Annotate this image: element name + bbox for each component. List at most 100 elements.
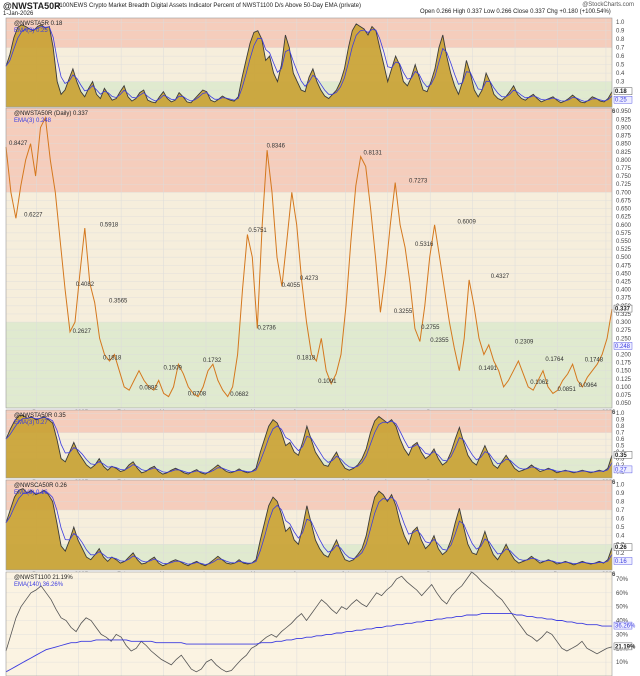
ema-line — [5, 613, 612, 673]
ema-value-tag — [613, 621, 633, 630]
ema-value-label: 0.25 — [615, 98, 627, 104]
ema-line — [5, 417, 613, 474]
last-value-label: 0.337 — [615, 307, 631, 313]
data-label: 0.4082 — [76, 282, 95, 288]
y-tick-label: 0.150 — [616, 369, 632, 375]
data-label: 0.4055 — [282, 283, 301, 289]
band-red — [6, 480, 612, 510]
y-tick-label: 0.4 — [616, 534, 625, 540]
data-label: 0.8427 — [9, 141, 28, 147]
y-tick-label: 0.075 — [616, 393, 632, 399]
y-tick-label: 0.500 — [616, 255, 632, 261]
data-label: 0.8346 — [267, 144, 286, 150]
y-tick-label: 40% — [616, 619, 629, 625]
y-tick-label: 0.600 — [616, 223, 632, 229]
y-tick-label: 1.0 — [616, 482, 625, 488]
data-label: 0.1509 — [164, 365, 183, 371]
y-tick-label: 0.675 — [616, 198, 632, 204]
last-value-tag — [613, 451, 633, 459]
quote-summary: Open 0.266 High 0.337 Low 0.266 Close 0.… — [420, 9, 611, 15]
legend-entry: @NWSTA50R 0.35 — [14, 413, 66, 419]
y-tick-label: 1.0 — [616, 20, 625, 26]
data-label: 0.6227 — [24, 212, 43, 218]
legend-entry: EMA(3) 0.16 — [14, 490, 48, 496]
legend-entry: EMA(140) 36.26% — [14, 582, 64, 588]
last-value-label: 0.18 — [615, 89, 627, 95]
y-tick-label: 0.7 — [616, 508, 625, 514]
y-tick-label: 0.5 — [616, 444, 625, 450]
ema-value-label: 0.248 — [615, 344, 631, 350]
last-value-tag — [613, 642, 633, 651]
y-tick-label: 0.9 — [616, 491, 625, 497]
y-tick-label: 0.900 — [616, 125, 632, 131]
data-label: 0.0708 — [188, 391, 207, 397]
y-tick-label: 0.525 — [616, 247, 632, 253]
y-tick-label: 0.725 — [616, 182, 632, 188]
data-label: 0.1748 — [585, 358, 604, 364]
y-tick-label: 0.6 — [616, 54, 625, 60]
last-value-tag — [613, 543, 633, 551]
series-line — [5, 115, 613, 398]
y-tick-label: 0.8 — [616, 424, 625, 430]
data-label: 0.0964 — [579, 383, 598, 389]
y-tick-label: 0.475 — [616, 263, 632, 269]
y-tick-label: 0.2 — [616, 551, 625, 557]
y-tick-label: 0.100 — [616, 385, 632, 391]
y-tick-label: 30% — [616, 632, 629, 638]
y-tick-label: 0.550 — [616, 239, 632, 245]
y-tick-label: 0.5 — [616, 63, 625, 69]
y-tick-label: 0.9 — [616, 418, 625, 424]
data-label: 0.0892 — [139, 385, 158, 391]
y-tick-label: 70% — [616, 577, 629, 583]
series-line — [5, 414, 613, 475]
data-label: 0.4273 — [300, 276, 319, 282]
brand-label: @StockCharts.com — [582, 2, 634, 8]
y-tick-label: 0.850 — [616, 142, 632, 148]
y-tick-label: 0.650 — [616, 207, 632, 213]
y-tick-label: 0.950 — [616, 109, 632, 115]
data-label: 0.2355 — [430, 338, 449, 344]
panel-frame — [5, 571, 613, 676]
y-tick-label: 0.8 — [616, 499, 625, 505]
last-value-label: 21.19% — [615, 644, 636, 650]
y-tick-label: 0.875 — [616, 134, 632, 140]
data-label: 0.2736 — [257, 326, 276, 332]
ema-value-tag — [613, 465, 633, 474]
panel-frame — [5, 17, 613, 108]
series-line — [5, 488, 613, 567]
data-label: 0.1062 — [530, 380, 549, 386]
last-value-label: 0.35 — [615, 453, 627, 459]
legend-entry: @NWSTA50R (Daily) 0.337 — [14, 111, 89, 117]
ema-line — [5, 491, 613, 565]
y-tick-label: 50% — [616, 605, 629, 611]
y-tick-label: 0.7 — [616, 46, 625, 52]
data-label: 0.1818 — [103, 355, 122, 361]
ema-value-tag — [613, 96, 633, 104]
y-tick-label: 0.800 — [616, 158, 632, 164]
y-tick-label: 0.400 — [616, 288, 632, 294]
y-tick-label: 0.9 — [616, 29, 625, 35]
y-tick-label: 60% — [616, 591, 629, 597]
legend-entry: EMA(3) 0.248 — [14, 118, 52, 124]
data-label: 0.2627 — [73, 329, 92, 335]
ema-value-label: 36.26% — [615, 624, 636, 630]
legend-entry: @NWSCA50R 0.26 — [14, 483, 67, 489]
y-tick-label: 0.825 — [616, 150, 632, 156]
y-tick-label: 0.925 — [616, 117, 632, 123]
y-tick-label: 0.6 — [616, 517, 625, 523]
last-value-tag — [613, 87, 633, 95]
y-tick-label: 0.375 — [616, 296, 632, 302]
band-red — [6, 410, 612, 433]
y-tick-label: 0.125 — [616, 377, 632, 383]
legend-entry: @NWSTA5R 0.18 — [14, 21, 63, 27]
legend-entry: EMA(3) 0.25 — [14, 28, 48, 34]
y-tick-label: 0.8 — [616, 37, 625, 43]
y-tick-label: 0.250 — [616, 336, 632, 342]
data-label: 0.2309 — [515, 339, 534, 345]
data-label: 0.3565 — [109, 299, 128, 305]
panel-background — [6, 572, 612, 676]
y-tick-label: 0.450 — [616, 271, 632, 277]
ema-value-label: 0.27 — [615, 467, 627, 473]
y-tick-label: 0.425 — [616, 280, 632, 286]
legend-entry: @NWST1100 21.19% — [14, 575, 73, 581]
